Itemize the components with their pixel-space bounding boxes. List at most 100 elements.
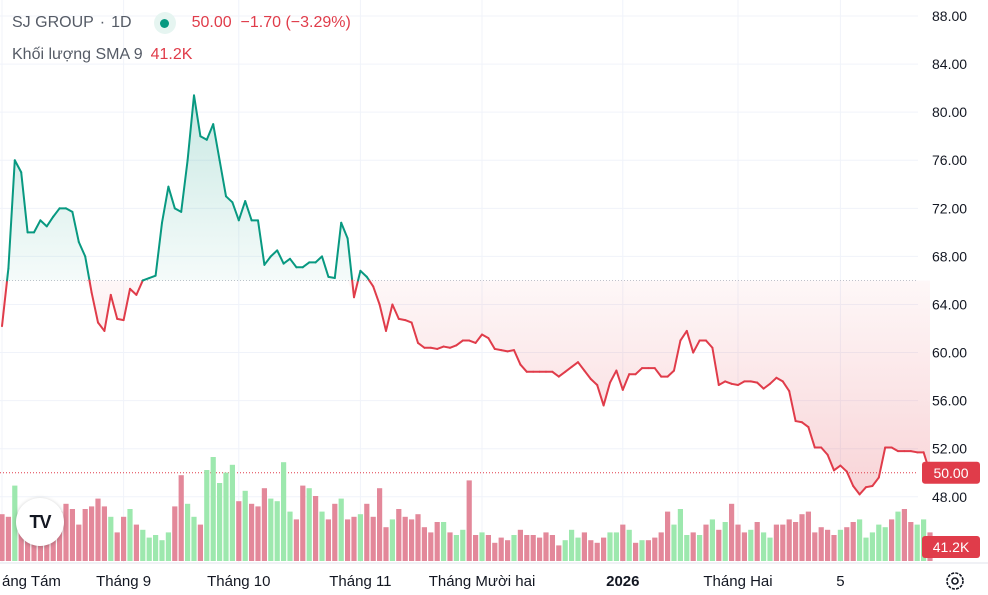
volume-bar — [210, 457, 216, 561]
volume-bar — [492, 542, 498, 561]
volume-bar — [473, 535, 479, 561]
volume-indicator-value: 41.2K — [150, 46, 193, 63]
price-segment — [263, 255, 272, 266]
price-segment — [890, 446, 899, 453]
price-segment — [90, 291, 99, 324]
volume-bar — [645, 540, 651, 561]
volume-bar — [415, 514, 421, 561]
price-segment — [237, 200, 247, 222]
y-tick-label: 68.00 — [932, 248, 967, 264]
symbol-legend[interactable]: SJ GROUP · 1D 50.00 −1.70 (−3.29%) — [12, 12, 351, 34]
price-segment — [852, 484, 861, 496]
price-segment — [333, 221, 343, 280]
volume-bar — [850, 522, 856, 561]
price-segment — [564, 365, 573, 373]
x-tick-label: 5 — [836, 573, 844, 590]
volume-bar — [677, 509, 683, 561]
price-segment — [186, 94, 195, 162]
volume-bar — [729, 503, 735, 561]
volume-bar — [76, 524, 82, 561]
volume-bar — [108, 516, 114, 561]
symbol-name[interactable]: SJ GROUP — [12, 14, 94, 31]
volume-bar — [165, 532, 171, 561]
price-segment — [397, 317, 407, 322]
volume-bar — [908, 522, 914, 561]
price-segment — [359, 269, 368, 278]
price-tag-label: 50.00 — [933, 465, 968, 481]
volume-bar — [300, 485, 306, 561]
price-segment — [442, 345, 451, 349]
tradingview-logo[interactable]: TV — [16, 498, 64, 546]
volume-bar — [690, 532, 696, 561]
volume-bar — [754, 522, 760, 561]
volume-bar — [837, 529, 843, 561]
price-segment — [826, 453, 835, 472]
price-segment — [858, 486, 867, 496]
price-segment — [180, 159, 189, 213]
price-segment — [372, 285, 381, 306]
volume-bar — [268, 498, 274, 561]
price-segment — [788, 390, 797, 423]
volume-bar — [332, 503, 338, 561]
price-segment — [833, 464, 842, 472]
volume-bar — [5, 516, 11, 561]
price-segment — [410, 321, 419, 344]
price-segment — [519, 363, 528, 373]
volume-bar — [901, 509, 907, 561]
price-segment — [449, 344, 458, 349]
volume-bar — [780, 524, 786, 561]
volume-bar — [581, 532, 587, 561]
chart-settings-icon[interactable] — [944, 570, 966, 592]
market-status-icon[interactable] — [153, 12, 176, 34]
volume-bar — [18, 522, 24, 561]
price-segment — [737, 380, 746, 387]
volume-bar — [197, 524, 203, 561]
volume-bar — [818, 527, 824, 561]
volume-bar — [101, 506, 107, 561]
volume-bar — [69, 509, 75, 561]
volume-bar — [799, 514, 805, 561]
price-segment — [205, 123, 215, 141]
price-segment — [7, 159, 16, 270]
price-segment — [314, 255, 323, 264]
price-segment — [711, 346, 720, 387]
volume-bar — [466, 480, 472, 561]
price-segment — [39, 219, 48, 228]
price-segment — [807, 426, 816, 449]
interval-label[interactable]: 1D — [111, 14, 132, 31]
volume-bar — [735, 524, 741, 561]
volume-bar — [274, 501, 280, 561]
price-segment — [109, 293, 119, 320]
volume-bar — [229, 464, 235, 561]
price-segment — [404, 319, 413, 324]
volume-tag — [922, 536, 980, 558]
x-tick-label: Tháng 10 — [207, 573, 270, 590]
price-segment — [231, 201, 240, 222]
price-change: 50.00 −1.70 (−3.29%) — [191, 14, 351, 31]
volume-legend[interactable]: Khối lượng SMA 9 41.2K — [12, 46, 192, 64]
volume-bar — [620, 524, 626, 561]
volume-bar — [485, 535, 491, 561]
price-segment — [154, 221, 163, 277]
area-below-baseline — [2, 280, 930, 495]
price-segment — [357, 269, 362, 282]
volume-bar — [703, 524, 709, 561]
price-segment — [116, 317, 125, 322]
volume-bar — [249, 503, 255, 561]
volume-bar — [773, 524, 779, 561]
price-segment — [257, 219, 266, 266]
volume-bar — [82, 509, 88, 561]
price-segment — [756, 381, 765, 390]
price-segment — [33, 219, 42, 234]
price-segment — [289, 257, 298, 269]
volume-bar — [377, 488, 383, 561]
volume-bar — [562, 540, 568, 561]
volume-bar — [95, 498, 101, 561]
price-segment — [474, 333, 483, 344]
volume-bar — [857, 519, 863, 561]
volume-bar — [882, 527, 888, 561]
volume-bar — [805, 511, 811, 561]
y-tick-label: 84.00 — [932, 56, 967, 72]
volume-bar — [569, 529, 575, 561]
